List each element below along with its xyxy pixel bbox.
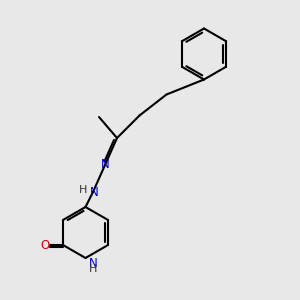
- Text: N: N: [89, 185, 98, 199]
- Text: H: H: [89, 264, 97, 274]
- Text: N: N: [88, 257, 98, 270]
- Text: O: O: [41, 239, 50, 252]
- Text: N: N: [100, 158, 109, 172]
- Text: H: H: [79, 184, 88, 195]
